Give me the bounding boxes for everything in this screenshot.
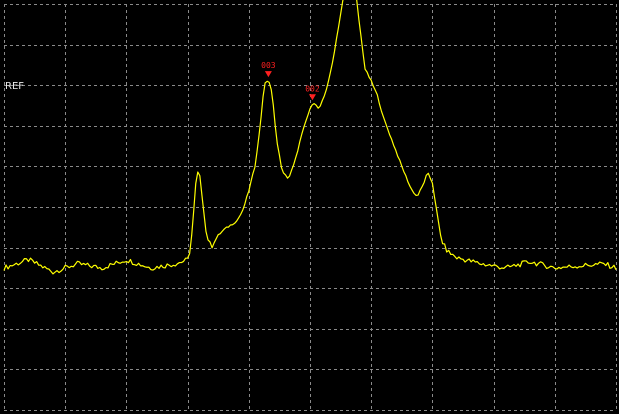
- marker-2[interactable]: 002: [305, 84, 320, 101]
- marker-label: 003: [261, 61, 276, 70]
- marker-triangle-icon: [308, 94, 316, 101]
- markers: 001002003: [261, 61, 320, 101]
- trace-layer: [3, 0, 617, 275]
- reference-level-label: REF: [5, 81, 24, 92]
- marker-triangle-icon: [264, 71, 272, 78]
- spectrum-trace-line: [3, 0, 617, 275]
- grid: [4, 4, 617, 411]
- marker-label: 002: [305, 84, 320, 93]
- marker-3[interactable]: 003: [261, 61, 276, 78]
